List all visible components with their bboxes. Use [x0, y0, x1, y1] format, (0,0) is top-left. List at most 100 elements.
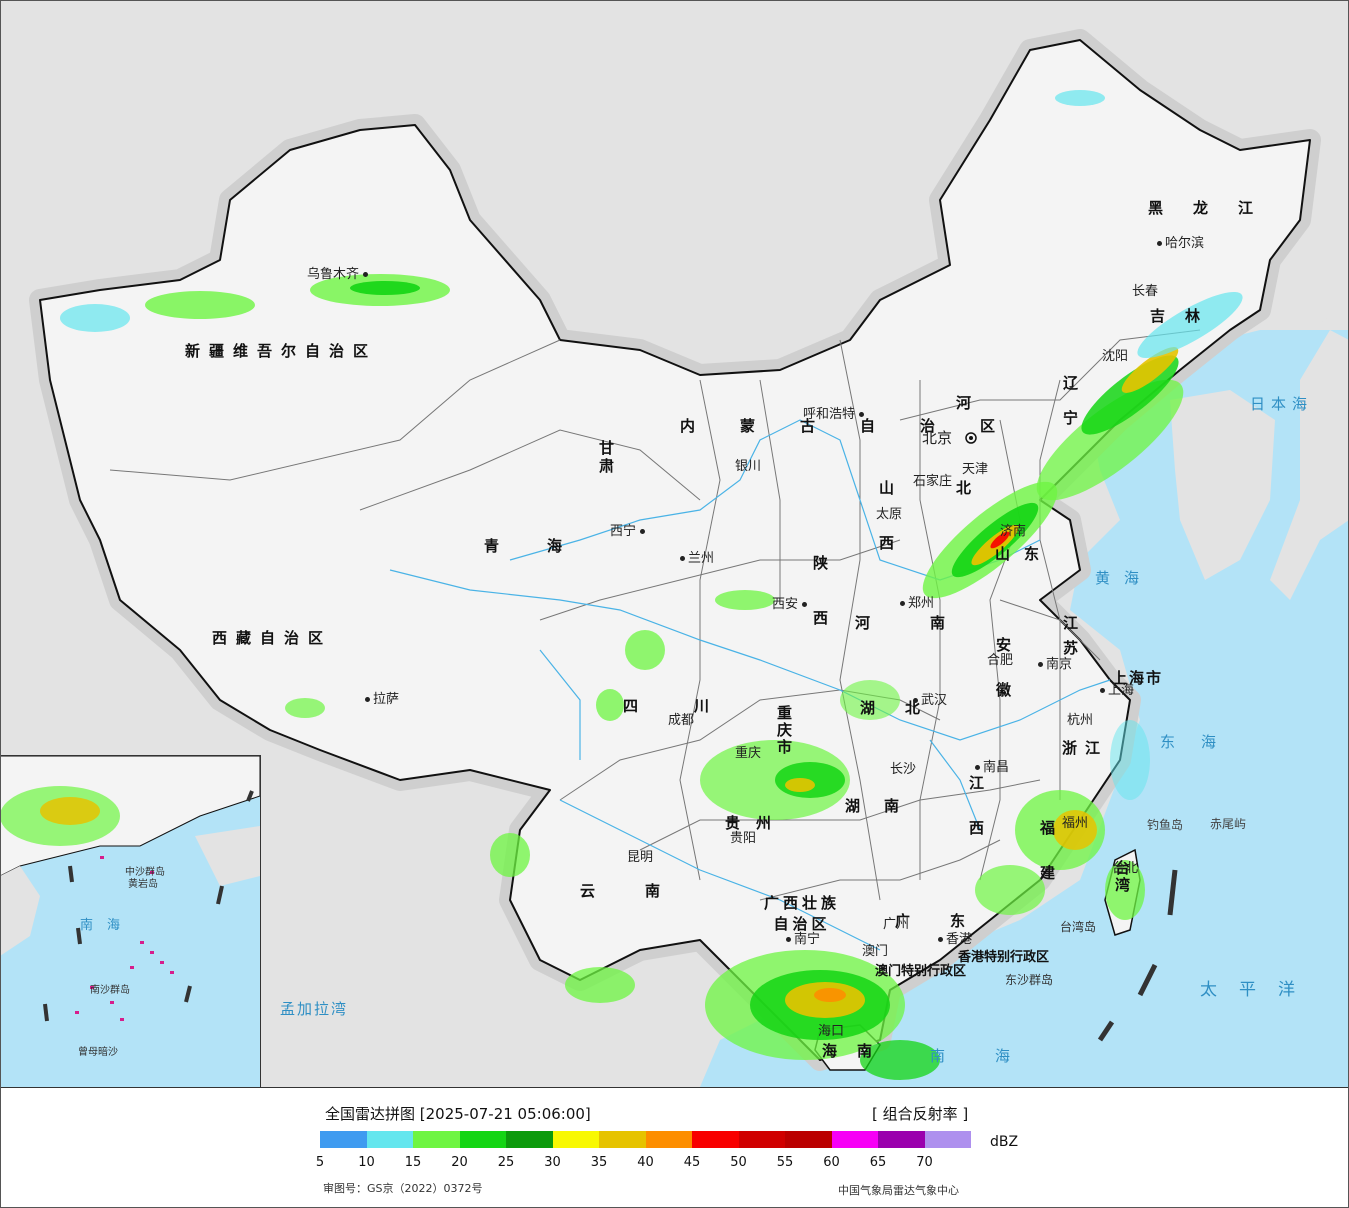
tick-label: 25 [497, 1155, 515, 1170]
city-hefei: 合肥 [987, 653, 1014, 668]
region-chongqing-city: 重庆市 [775, 705, 793, 756]
tick-label: 10 [358, 1155, 375, 1170]
tick-label: 5 [315, 1155, 325, 1170]
data-source: 中国气象局雷达气象中心 [838, 1184, 959, 1197]
tick-label: 50 [730, 1155, 747, 1170]
color-swatch-5 [552, 1131, 599, 1148]
city-chengdu: 成都 [668, 713, 695, 728]
inset-zhongsha: 中沙群岛 [125, 867, 165, 878]
city-harbin: 哈尔滨 [1157, 237, 1204, 251]
region-jilin: 吉林 [1150, 307, 1221, 325]
city-nanchang: 南昌 [975, 761, 1009, 775]
region-henan: 河南 [855, 614, 1006, 632]
radar-map[interactable]: 新疆维吾尔自治区 西藏自治区 青海 甘肃 四川 云南 广西壮族自治区 广东 湖南… [0, 0, 1349, 1088]
city-xining: 西宁 [610, 525, 648, 539]
city-yinchuan: 银川 [735, 459, 762, 474]
color-swatch-8 [692, 1131, 739, 1148]
legend: 全国雷达拼图 [2025-07-21 05:06:00] [ 组合反射率 ] d… [0, 1088, 1349, 1208]
region-heilongjiang: 黑龙江 [1148, 199, 1284, 217]
city-xian: 西安 [772, 598, 810, 612]
region-anhui: 安徽 [994, 637, 1012, 727]
map-canvas [0, 0, 1349, 1087]
city-fuzhou: 福州 [1062, 816, 1089, 831]
tick-label: 20 [451, 1155, 468, 1170]
city-guiyang: 贵阳 [730, 831, 757, 846]
color-swatch-0 [320, 1131, 367, 1148]
region-shanxi: 山西 [877, 480, 895, 590]
inset-south-sea: 南海 [80, 918, 135, 933]
region-jiangxi: 江西 [967, 775, 985, 865]
city-hangzhou: 杭州 [1067, 713, 1094, 728]
tick-label: 30 [544, 1155, 561, 1170]
region-zhejiang: 浙江 [1062, 739, 1109, 757]
city-shenyang: 沈阳 [1102, 349, 1129, 364]
region-guangxi: 广西壮族自治区 [763, 894, 840, 933]
city-guangzhou: 广州 [883, 917, 910, 932]
city-lhasa: 拉萨 [365, 693, 399, 707]
city-beijing: 北京 [922, 429, 953, 447]
color-swatch-13 [924, 1131, 971, 1148]
tick-label: 35 [590, 1155, 608, 1170]
city-kunming: 昆明 [627, 850, 654, 865]
region-sichuan: 四川 [623, 697, 766, 715]
sea-yellow: 黄海 [1095, 569, 1154, 587]
city-shijiazhuang: 石家庄 [913, 474, 953, 489]
tick-label: 55 [776, 1155, 794, 1170]
city-taipei: 台北 [1112, 861, 1139, 876]
inset-canvas [0, 756, 260, 1022]
city-nanjing: 南京 [1038, 658, 1072, 672]
tick-label: 60 [823, 1155, 840, 1170]
region-shaanxi: 陕西 [811, 555, 829, 665]
legend-title: 全国雷达拼图 [2025-07-21 05:06:00] [325, 1105, 591, 1123]
color-swatch-6 [599, 1131, 646, 1148]
region-jiangsu: 江苏 [1061, 615, 1079, 665]
inset-huangyan: 黄岩岛 [128, 879, 158, 890]
island-dongsha: 东沙群岛 [1005, 973, 1054, 987]
tick-label: 15 [404, 1155, 422, 1170]
city-macau: 澳门 [862, 944, 889, 959]
region-hk-sar: 香港特别行政区 [958, 950, 1050, 965]
region-hubei: 湖北 [860, 699, 951, 717]
tick-label: 45 [683, 1155, 701, 1170]
city-taiyuan: 太原 [876, 507, 903, 522]
color-swatch-7 [645, 1131, 692, 1148]
city-chongqing: 重庆 [735, 746, 762, 761]
south-china-sea-inset: 南海 中沙群岛 黄岩岛 南沙群岛 曾母暗沙 [0, 755, 261, 1087]
city-changchun: 长春 [1132, 284, 1159, 299]
city-nanning: 南宁 [786, 933, 820, 947]
region-hainan: 海南 [822, 1042, 893, 1060]
tick-label: 65 [869, 1155, 887, 1170]
region-neimenggu: 内蒙古自治区 [680, 417, 1041, 435]
color-swatch-10 [785, 1131, 832, 1148]
region-xinjiang: 新疆维吾尔自治区 [185, 342, 378, 360]
color-swatch-2 [413, 1131, 460, 1148]
region-fujian: 福建 [1038, 820, 1056, 910]
island-diaoyu: 钓鱼岛 [1147, 818, 1184, 832]
color-swatch-11 [831, 1131, 878, 1148]
region-qinghai: 青海 [484, 537, 611, 555]
region-guizhou: 贵州 [725, 814, 788, 832]
island-taiwan: 台湾岛 [1060, 920, 1097, 934]
city-hongkong: 香港 [938, 933, 972, 947]
city-wuhan: 武汉 [913, 694, 947, 708]
city-changsha: 长沙 [890, 762, 917, 777]
city-urumqi: 乌鲁木齐 [307, 268, 371, 282]
city-tianjin: 天津 [962, 462, 989, 477]
region-liaoning: 辽宁 [1061, 375, 1079, 445]
region-yunnan: 云南 [580, 882, 711, 900]
radar-echoes [60, 90, 1243, 1080]
region-gansu: 甘肃 [597, 440, 615, 476]
sea-pacific: 太平洋 [1200, 980, 1317, 1000]
region-tibet: 西藏自治区 [212, 629, 333, 647]
color-bar [320, 1131, 971, 1148]
legend-mode: [ 组合反射率 ] [872, 1105, 969, 1123]
legend-unit: dBZ [990, 1134, 1019, 1150]
region-macau-sar: 澳门特别行政区 [875, 964, 967, 979]
tick-label: 70 [916, 1155, 933, 1170]
review-number: 审图号：GS京（2022）0372号 [323, 1182, 483, 1195]
color-swatch-1 [366, 1131, 413, 1148]
tick-label: 40 [637, 1155, 654, 1170]
city-haikou: 海口 [818, 1024, 845, 1039]
sea-east: 东海 [1160, 733, 1243, 751]
color-swatch-4 [506, 1131, 553, 1148]
